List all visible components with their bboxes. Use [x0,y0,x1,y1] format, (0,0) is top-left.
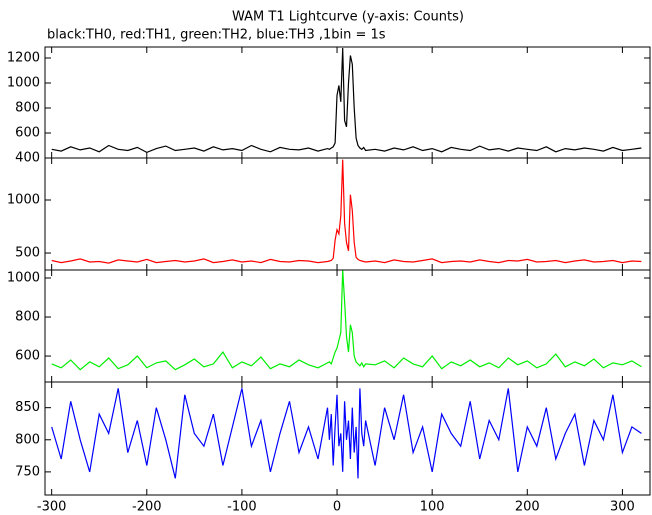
y-tick-label: 850 [15,400,40,415]
y-tick-label: 500 [15,246,40,261]
panel-frame [44,381,651,496]
y-tick-label: 600 [15,349,40,364]
y-tick-label: 750 [15,464,40,479]
panel-frame [44,269,651,383]
y-tick-label: 600 [15,126,40,141]
panel-frame [44,157,651,271]
chart-subtitle: black:TH0, red:TH1, green:TH2, blue:TH3 … [47,28,386,43]
y-tick-label: 1000 [7,76,40,91]
y-tick-label: 1000 [7,193,40,208]
x-tick-label: -100 [227,500,257,515]
y-tick-label: 800 [15,432,40,447]
x-tick-label: 300 [610,500,635,515]
x-tick-label: -200 [132,500,162,515]
chart-title: WAM T1 Lightcurve (y-axis: Counts) [232,10,464,25]
y-tick-label: 1200 [7,51,40,66]
series-line [51,47,642,154]
y-tick-label: 800 [15,101,40,116]
y-tick-label: 400 [15,151,40,166]
x-tick-label: -300 [37,500,67,515]
x-tick-label: 100 [420,500,445,515]
x-tick-label: 0 [333,500,341,515]
y-tick-label: 800 [15,310,40,325]
series-line [51,159,642,264]
series-line [51,270,642,371]
series-line [51,388,642,479]
y-tick-label: 1000 [7,271,40,286]
x-tick-label: 200 [515,500,540,515]
